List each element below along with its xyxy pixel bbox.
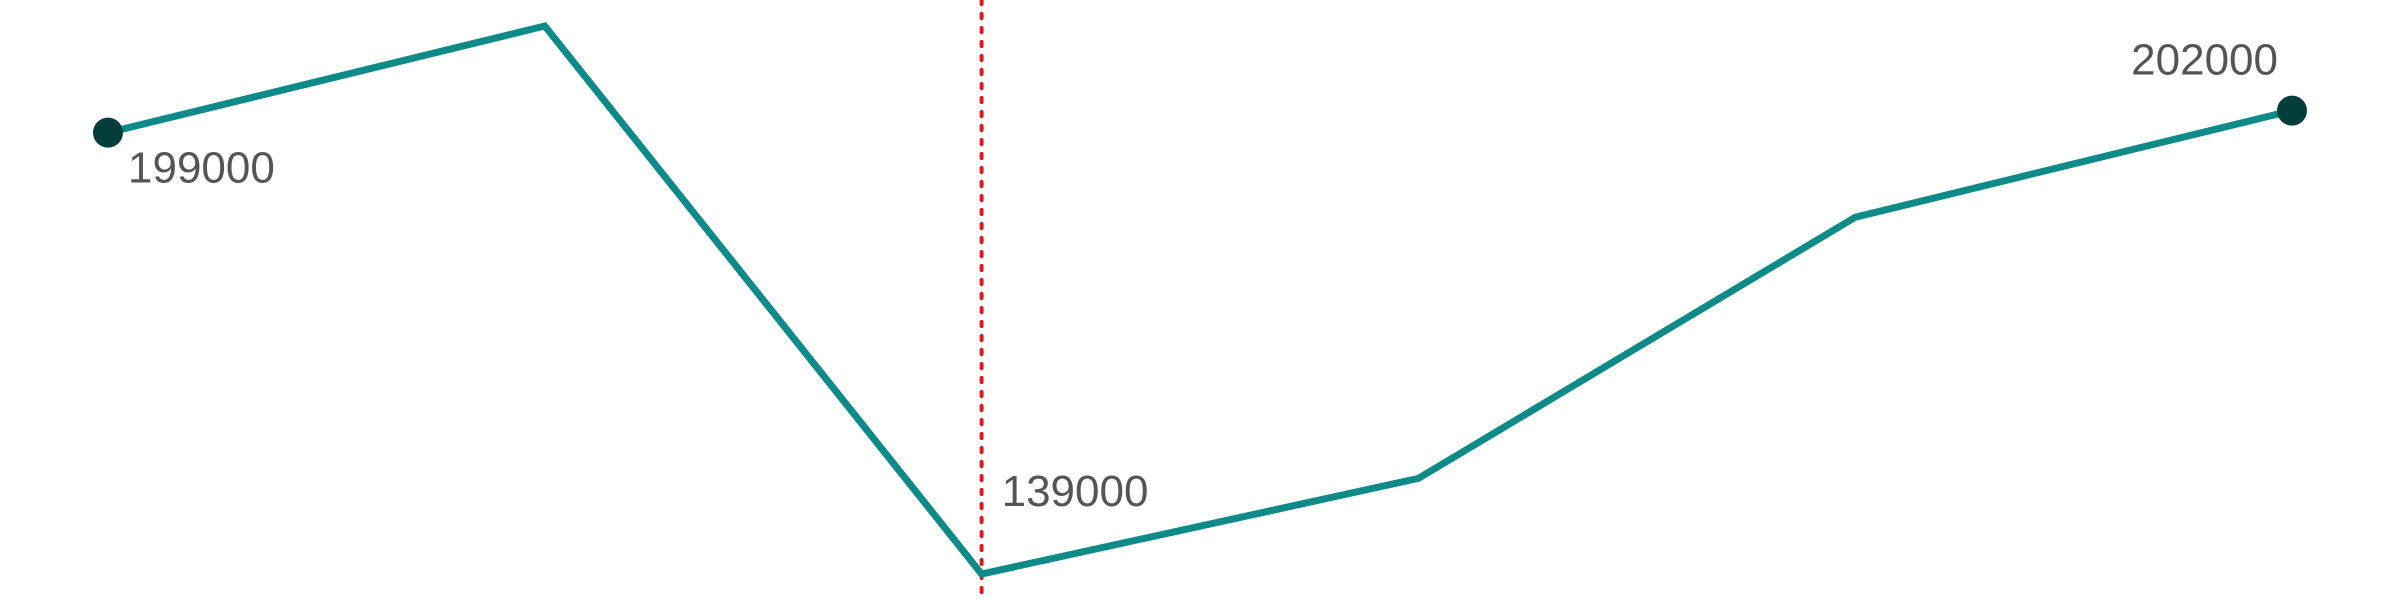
endpoint-marker <box>93 117 123 148</box>
series-line <box>104 22 2296 578</box>
data-label: 199000 <box>128 144 275 193</box>
data-label: 202000 <box>2131 36 2278 85</box>
data-label: 139000 <box>1002 467 1149 516</box>
endpoint-markers <box>93 95 2307 148</box>
data-labels: 199000 139000 202000 <box>128 36 2278 516</box>
endpoint-marker <box>2277 95 2307 126</box>
